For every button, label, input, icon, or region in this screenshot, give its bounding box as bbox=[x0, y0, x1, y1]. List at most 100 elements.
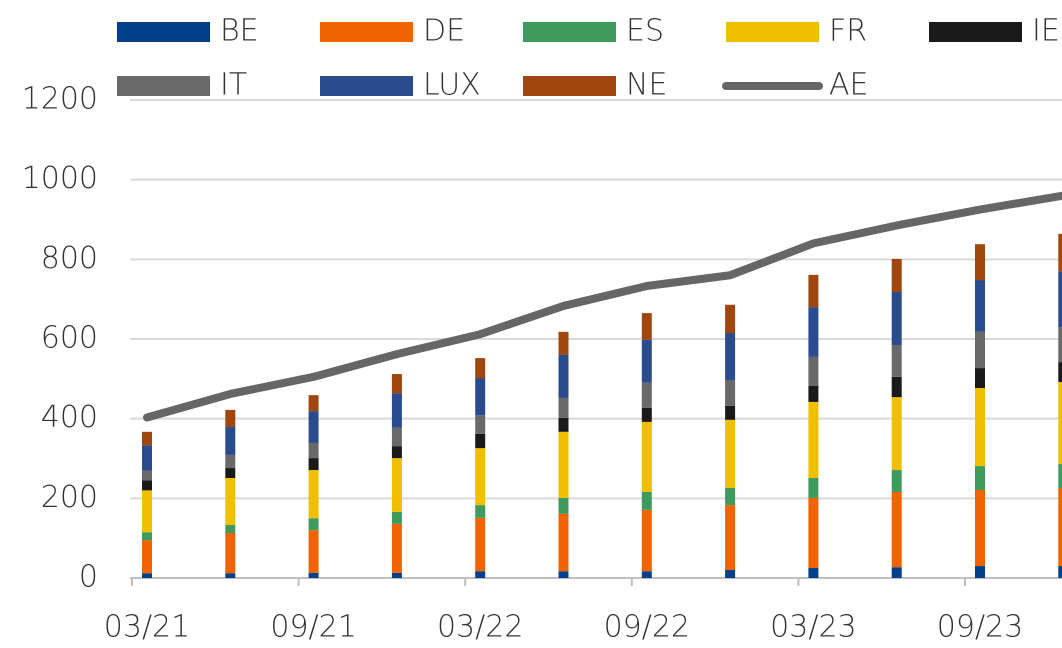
bar-segment bbox=[308, 470, 319, 519]
y-tick-label: 0 bbox=[79, 560, 98, 595]
legend-swatch bbox=[523, 22, 616, 42]
bar-segment bbox=[308, 572, 319, 578]
x-tick-label: 09/22 bbox=[604, 610, 690, 645]
bar-segment bbox=[725, 419, 736, 488]
bar-segment bbox=[225, 409, 236, 428]
legend-label: FR bbox=[829, 14, 867, 49]
bar-segment bbox=[142, 431, 152, 446]
bar-segment bbox=[225, 525, 236, 533]
bar-segment bbox=[225, 468, 236, 479]
bar-segment bbox=[725, 333, 736, 381]
x-tick-label: 09/21 bbox=[270, 610, 356, 645]
bar-segment bbox=[475, 358, 486, 379]
legend-swatch bbox=[320, 76, 413, 96]
bar-segment bbox=[808, 478, 819, 498]
bar-segment bbox=[641, 421, 652, 492]
bar-segment bbox=[475, 505, 486, 518]
bar-segment bbox=[891, 344, 902, 377]
bar-segment bbox=[1058, 327, 1062, 363]
bar-segment bbox=[891, 470, 902, 492]
bar-segment bbox=[891, 291, 902, 345]
y-tick-label: 800 bbox=[41, 241, 98, 276]
bar-segment bbox=[391, 427, 402, 447]
bar-segment bbox=[808, 497, 819, 569]
bar-segment bbox=[808, 356, 819, 387]
bar-segment bbox=[641, 407, 652, 422]
bar-segment bbox=[1058, 464, 1062, 488]
bar-segment bbox=[641, 313, 652, 340]
bar-segment bbox=[891, 258, 902, 292]
bar-segment bbox=[475, 378, 486, 416]
bar-segment bbox=[725, 304, 736, 334]
legend-swatch bbox=[523, 76, 616, 96]
bar-segment bbox=[475, 415, 486, 434]
bar-segment bbox=[475, 448, 486, 506]
bar-segment bbox=[308, 458, 319, 471]
bar-segment bbox=[308, 518, 319, 531]
legend-swatch bbox=[117, 76, 210, 96]
bar-segment bbox=[975, 280, 985, 332]
bar-segment bbox=[225, 532, 236, 574]
bar-segment bbox=[558, 417, 569, 432]
bar-segment bbox=[975, 387, 985, 467]
bar-segment bbox=[1058, 362, 1062, 383]
bar-segment bbox=[1058, 271, 1062, 328]
bar-segment bbox=[142, 490, 152, 533]
bar-segment bbox=[391, 446, 402, 459]
bar-segment bbox=[308, 395, 319, 412]
bar-segment bbox=[558, 513, 569, 572]
legend-label: IT bbox=[220, 68, 247, 103]
bar-segment bbox=[225, 454, 236, 469]
legend-label: NE bbox=[626, 68, 667, 103]
bar-segment bbox=[558, 397, 569, 418]
legend-label: LUX bbox=[423, 68, 481, 103]
y-tick-label: 1200 bbox=[22, 82, 98, 117]
bar-segment bbox=[1058, 382, 1062, 465]
bar-segment bbox=[975, 368, 985, 388]
bar-segment bbox=[558, 431, 569, 498]
bar-segment bbox=[975, 566, 985, 578]
line-series bbox=[143, 191, 1062, 422]
legend-swatch bbox=[929, 22, 1022, 42]
y-tick-label: 200 bbox=[41, 480, 98, 515]
bar-segment bbox=[308, 442, 319, 459]
x-tick-label: 03/21 bbox=[104, 610, 190, 645]
bar-segment bbox=[142, 540, 152, 574]
bar-segment bbox=[975, 331, 985, 369]
bar-segment bbox=[808, 386, 819, 402]
bar-segment bbox=[225, 427, 236, 455]
bar-segment bbox=[808, 568, 819, 578]
bar-segment bbox=[891, 397, 902, 471]
bar-segment bbox=[475, 571, 486, 578]
bar-segment bbox=[391, 393, 402, 428]
legend-label: ES bbox=[626, 14, 664, 49]
bar-segment bbox=[391, 374, 402, 394]
y-tick-label: 400 bbox=[41, 400, 98, 435]
bar-segment bbox=[1058, 566, 1062, 578]
bar-segment bbox=[225, 573, 236, 578]
bar-segment bbox=[142, 445, 152, 471]
bar-segment bbox=[391, 523, 402, 573]
bar-segment bbox=[225, 478, 236, 526]
bar-segment bbox=[142, 532, 152, 541]
bar-segment bbox=[142, 470, 152, 481]
bar-segment bbox=[558, 354, 569, 398]
bar-segment bbox=[975, 244, 985, 281]
bar-segment bbox=[641, 382, 652, 408]
bar-segment bbox=[142, 573, 152, 578]
bar-segment bbox=[641, 491, 652, 510]
legend-swatch bbox=[320, 22, 413, 42]
bar-segment bbox=[308, 411, 319, 443]
bar-segment bbox=[725, 405, 736, 420]
bar-segment bbox=[391, 572, 402, 578]
x-tick-label: 09/23 bbox=[937, 610, 1023, 645]
bar-segment bbox=[308, 530, 319, 573]
x-tick-label: 03/23 bbox=[770, 610, 856, 645]
bar-segment bbox=[641, 509, 652, 572]
y-tick-label: 600 bbox=[41, 321, 98, 356]
bar-segment bbox=[975, 466, 985, 490]
bar-segment bbox=[975, 489, 985, 567]
bar-segment bbox=[641, 571, 652, 578]
bar-segment bbox=[891, 376, 902, 398]
